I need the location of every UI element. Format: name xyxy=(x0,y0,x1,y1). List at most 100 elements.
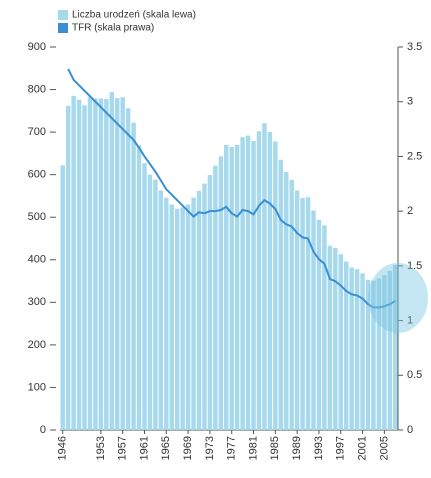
legend-label: Liczba urodzeń (skala lewa) xyxy=(72,10,196,21)
legend-swatch xyxy=(58,10,68,20)
y2-tick-label: 2 xyxy=(407,205,413,217)
y-tick-label: 300 xyxy=(28,296,46,308)
bar xyxy=(82,105,87,430)
bar xyxy=(289,179,294,430)
x-tick-label: 1985 xyxy=(269,436,281,460)
bar xyxy=(218,156,224,430)
bar xyxy=(180,207,185,430)
y-tick-label: 200 xyxy=(28,339,46,351)
bar xyxy=(136,145,142,430)
bar xyxy=(262,123,267,431)
y2-tick-label: 1 xyxy=(407,314,413,326)
bar xyxy=(196,190,202,430)
bar xyxy=(76,99,82,430)
y2-tick-label: 0.5 xyxy=(407,369,422,381)
bar xyxy=(376,278,382,430)
bar xyxy=(71,95,76,430)
bar xyxy=(349,267,354,430)
bar xyxy=(224,144,229,430)
bar xyxy=(142,163,147,430)
legend-label: TFR (skala prawa) xyxy=(72,23,154,34)
y2-tick-label: 3.5 xyxy=(407,41,422,53)
y2-tick-label: 3 xyxy=(407,96,413,108)
x-tick-label: 1953 xyxy=(95,436,107,460)
bar xyxy=(387,270,393,430)
highlight xyxy=(368,263,428,333)
bar xyxy=(278,159,284,430)
bar xyxy=(93,98,98,431)
bar xyxy=(185,204,191,430)
y-tick-label: 900 xyxy=(28,41,46,53)
bar xyxy=(115,98,120,431)
x-tick-label: 2005 xyxy=(378,436,390,460)
bar xyxy=(158,190,164,430)
bar xyxy=(98,98,104,431)
bar xyxy=(267,132,273,430)
x-tick-label: 1981 xyxy=(247,436,259,460)
bar xyxy=(284,172,289,430)
bar xyxy=(382,275,387,430)
bar xyxy=(109,92,115,430)
bar xyxy=(343,261,349,430)
bar xyxy=(234,144,240,430)
x-tick-label: 1969 xyxy=(182,436,194,460)
bar xyxy=(251,141,256,430)
bar xyxy=(169,204,174,430)
x-tick-label: 1977 xyxy=(226,436,238,460)
bar xyxy=(207,175,213,430)
bar xyxy=(120,97,125,431)
bar xyxy=(245,135,251,430)
bar xyxy=(371,280,376,430)
bar xyxy=(333,247,338,430)
y-tick-label: 800 xyxy=(28,83,46,95)
y-tick-label: 0 xyxy=(40,424,46,436)
x-tick-label: 1946 xyxy=(57,436,69,460)
bar xyxy=(191,197,196,430)
bar xyxy=(65,105,71,430)
bar xyxy=(311,210,316,430)
bar xyxy=(147,174,153,430)
bar xyxy=(60,165,65,430)
bar xyxy=(338,254,343,430)
line xyxy=(67,68,396,309)
x-tick-label: 2001 xyxy=(356,436,368,460)
x-tick-label: 1993 xyxy=(313,436,325,460)
bar xyxy=(256,131,262,430)
bar xyxy=(131,122,136,430)
y2-tick-label: 0 xyxy=(407,424,413,436)
bar xyxy=(240,137,245,430)
x-tick-label: 1965 xyxy=(160,436,172,460)
bar xyxy=(393,264,398,430)
bar xyxy=(174,208,180,430)
x-tick-label: 1957 xyxy=(117,436,129,460)
bar xyxy=(153,179,158,430)
y2-tick-label: 1.5 xyxy=(407,260,422,272)
bar xyxy=(202,183,207,430)
bar xyxy=(213,165,218,431)
y-tick-label: 600 xyxy=(28,169,46,181)
bar xyxy=(87,96,93,430)
bar xyxy=(294,190,300,430)
bar xyxy=(125,108,131,430)
bar xyxy=(104,98,109,430)
bar xyxy=(365,279,371,430)
y-tick-label: 400 xyxy=(28,254,46,266)
bar xyxy=(229,147,234,430)
bar xyxy=(300,198,305,430)
bar xyxy=(305,197,311,430)
bar xyxy=(360,273,365,430)
bar xyxy=(354,269,360,430)
x-tick-label: 1989 xyxy=(291,436,303,460)
y-tick-label: 100 xyxy=(28,381,46,393)
y2-tick-label: 2.5 xyxy=(407,150,422,162)
bar xyxy=(316,219,322,430)
legend-swatch xyxy=(58,23,68,33)
bar xyxy=(327,245,333,430)
y-tick-label: 700 xyxy=(28,126,46,138)
x-tick-label: 1973 xyxy=(204,436,216,460)
bar xyxy=(322,225,327,430)
y-tick-label: 500 xyxy=(28,211,46,223)
bar xyxy=(164,197,169,430)
x-tick-label: 1961 xyxy=(138,436,150,460)
